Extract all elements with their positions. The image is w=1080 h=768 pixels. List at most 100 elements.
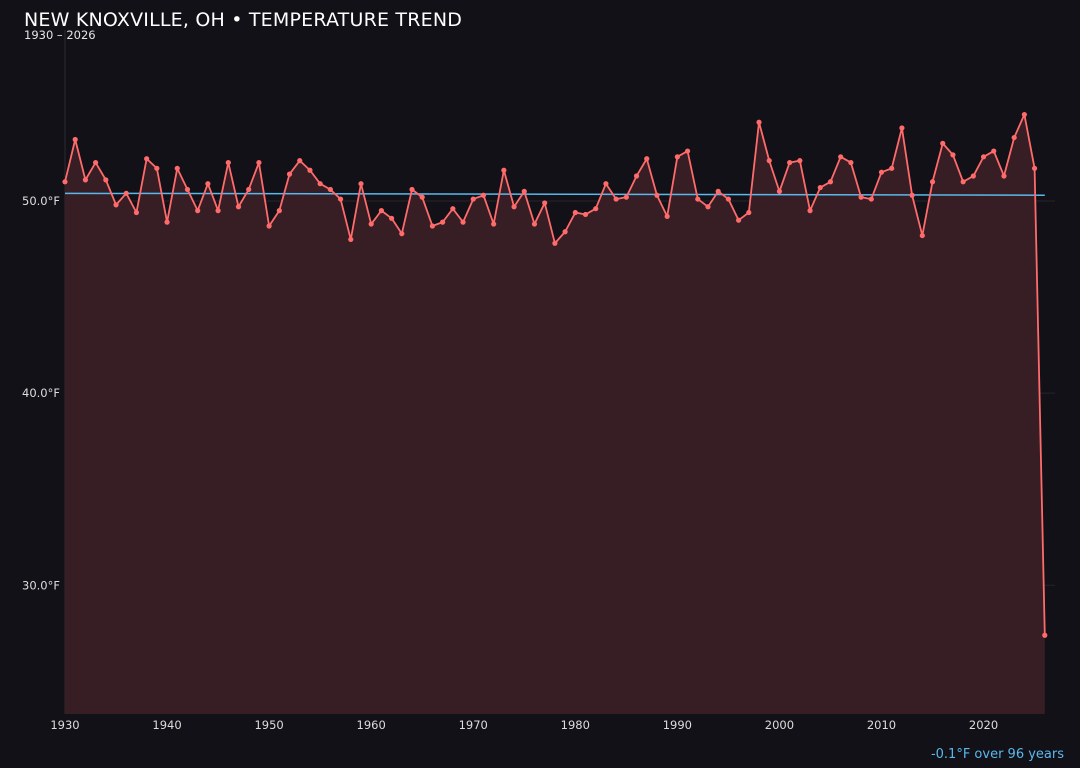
- data-point: [327, 186, 333, 193]
- data-point: [746, 209, 752, 216]
- data-point: [225, 159, 231, 166]
- data-point: [807, 208, 813, 214]
- data-point: [633, 173, 640, 179]
- data-point: [133, 209, 140, 216]
- data-point: [644, 156, 650, 162]
- data-point: [144, 156, 150, 162]
- data-point: [766, 158, 772, 164]
- data-point: [572, 209, 578, 216]
- data-point: [93, 159, 99, 166]
- y-tick-label: 40.0°F: [22, 386, 60, 400]
- data-point: [450, 206, 456, 212]
- x-tick-label: 1980: [561, 718, 590, 732]
- data-point: [531, 221, 538, 227]
- data-point: [521, 188, 527, 194]
- data-point: [929, 179, 936, 185]
- data-point: [970, 173, 976, 179]
- data-point: [195, 208, 201, 214]
- data-point: [960, 179, 966, 185]
- x-tick-label: 2020: [969, 718, 998, 732]
- data-point: [776, 188, 783, 194]
- area-fill: [65, 114, 1045, 715]
- x-tick-label: 1930: [50, 718, 79, 732]
- data-point: [603, 181, 609, 187]
- y-tick-label: 30.0°F: [22, 578, 60, 592]
- data-point: [358, 181, 364, 187]
- data-point: [491, 221, 497, 227]
- data-point: [623, 194, 629, 200]
- data-point: [511, 204, 517, 210]
- data-point: [62, 179, 68, 185]
- data-point: [82, 177, 89, 183]
- data-point: [889, 165, 895, 171]
- data-point: [613, 196, 619, 202]
- data-point: [72, 136, 78, 143]
- data-point: [113, 202, 119, 208]
- data-point: [552, 240, 558, 246]
- y-tick-label: 50.0°F: [22, 194, 60, 208]
- data-point: [215, 208, 221, 214]
- data-point: [725, 196, 732, 202]
- data-point: [348, 236, 354, 243]
- data-point: [868, 196, 874, 202]
- data-point: [950, 152, 956, 158]
- data-point: [797, 158, 803, 164]
- x-tick-label: 1970: [459, 718, 488, 732]
- data-point: [429, 223, 436, 229]
- data-point: [787, 159, 793, 166]
- x-tick-label: 1960: [357, 718, 386, 732]
- data-point: [1021, 111, 1027, 118]
- data-point: [307, 167, 313, 173]
- data-point: [440, 219, 446, 225]
- data-point: [980, 154, 987, 160]
- data-point: [756, 119, 762, 125]
- data-point: [542, 200, 548, 206]
- data-point: [899, 125, 905, 131]
- data-point: [838, 154, 844, 160]
- data-point: [388, 215, 395, 221]
- data-point: [266, 223, 272, 229]
- x-tick-label: 2010: [867, 718, 896, 732]
- data-point: [337, 196, 344, 202]
- data-point: [297, 158, 303, 164]
- data-point: [154, 165, 160, 171]
- data-point: [848, 159, 854, 166]
- chart-subtitle: 1930 – 2026: [24, 28, 96, 42]
- data-point: [480, 192, 487, 198]
- data-point: [715, 188, 721, 194]
- chart-title: NEW KNOXVILLE, OH • TEMPERATURE TREND: [24, 9, 463, 31]
- data-point: [654, 192, 660, 198]
- data-point: [817, 184, 823, 191]
- data-point: [736, 217, 742, 223]
- data-point: [1011, 134, 1017, 141]
- data-point: [878, 169, 885, 175]
- trend-annotation: -0.1°F over 96 years: [930, 747, 1064, 762]
- data-point: [705, 204, 711, 210]
- data-point: [419, 194, 425, 200]
- data-point: [684, 148, 691, 154]
- data-point: [368, 221, 374, 227]
- data-point: [174, 165, 180, 171]
- trend-line: [64, 192, 1045, 196]
- data-point: [276, 208, 282, 214]
- data-point: [1001, 173, 1007, 179]
- data-point: [991, 148, 997, 154]
- x-tick-label: 1950: [254, 718, 283, 732]
- data-point: [123, 190, 129, 196]
- data-point: [940, 140, 946, 146]
- data-point: [470, 196, 476, 202]
- data-point: [184, 186, 191, 193]
- data-point: [827, 179, 834, 185]
- data-point: [562, 229, 568, 235]
- data-point: [399, 231, 405, 237]
- data-point: [205, 181, 211, 187]
- data-point: [674, 154, 680, 160]
- data-point: [246, 186, 252, 193]
- data-point: [593, 206, 599, 212]
- data-point: [103, 177, 109, 183]
- data-point: [1031, 165, 1038, 171]
- x-tick-label: 2000: [765, 718, 794, 732]
- data-point: [582, 211, 589, 218]
- data-point: [286, 171, 293, 177]
